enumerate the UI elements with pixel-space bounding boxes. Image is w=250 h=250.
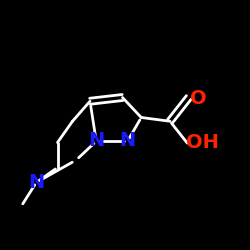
Text: N: N [28,173,44,192]
Text: N: N [120,130,136,150]
Text: N: N [88,130,104,150]
Text: OH: OH [186,133,219,152]
Text: O: O [190,89,207,108]
